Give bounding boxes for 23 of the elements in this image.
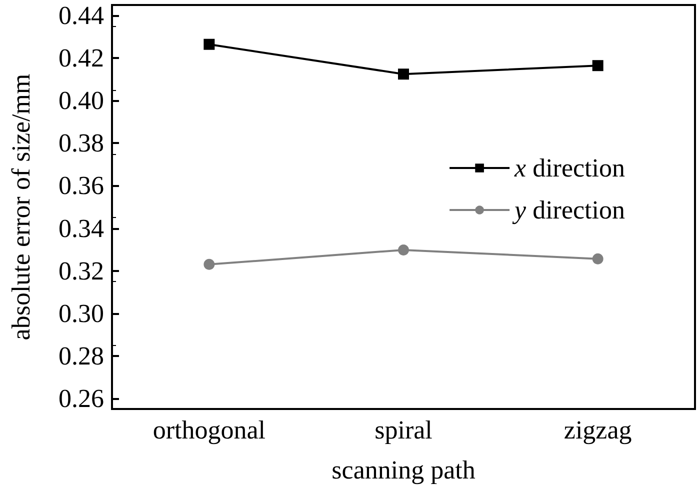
y-tick-label: 0.28 [58, 341, 104, 370]
point [204, 258, 215, 270]
y-tick-label: 0.30 [58, 298, 104, 328]
legend-label: y direction [512, 196, 626, 224]
y-tick-label: 0.32 [58, 256, 104, 286]
y-tick-label: 0.26 [58, 384, 104, 413]
x-axis-title: scanning path [332, 456, 476, 484]
x-tick-label: orthogonal [152, 416, 266, 444]
x-tick-label: zigzag [564, 416, 632, 444]
point [398, 244, 409, 256]
y-tick-label: 0.44 [58, 1, 104, 30]
y-tick-label: 0.34 [58, 214, 104, 243]
y-tick-label: 0.42 [58, 44, 104, 73]
y-tick-label: 0.36 [58, 171, 104, 200]
point [592, 60, 604, 72]
point [398, 68, 409, 80]
point [592, 253, 604, 264]
legend-label: x direction [514, 154, 626, 182]
y-tick-label: 0.38 [58, 128, 104, 158]
y-axis-title: absolute error of size/mm [6, 74, 36, 340]
point [204, 38, 215, 50]
y-tick-label: 0.40 [58, 86, 104, 116]
x-tick-label: spiral [374, 416, 432, 444]
